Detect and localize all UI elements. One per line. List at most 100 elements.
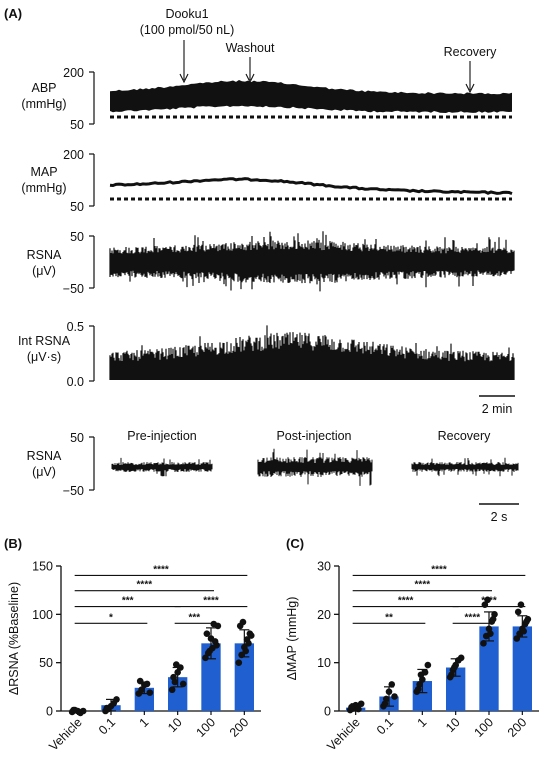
data-point xyxy=(209,644,216,652)
y-tick-label: 0 xyxy=(324,705,331,719)
y-tick-label: 0 xyxy=(46,705,53,719)
data-point xyxy=(168,686,176,694)
data-point xyxy=(448,671,455,679)
data-point xyxy=(245,640,252,647)
int-rsna-label-line2: (μV·s) xyxy=(27,350,61,364)
data-point xyxy=(355,705,362,713)
data-point xyxy=(385,688,393,695)
map-tick-top: 200 xyxy=(63,148,84,162)
y-axis-label: ΔRSNA (%Baseline) xyxy=(7,582,21,695)
map-waveform xyxy=(109,177,513,196)
data-point xyxy=(174,669,181,676)
segment-label-pre-injection: Pre-injection xyxy=(127,429,197,443)
rsna-waveform xyxy=(109,231,515,292)
x-tick-label: 100 xyxy=(193,715,218,740)
data-point xyxy=(79,707,87,715)
x-tick-label: 0.1 xyxy=(374,715,396,737)
short-rsna-tick-bottom: −50 xyxy=(63,484,84,498)
x-tick-label: 0.1 xyxy=(96,715,118,737)
significance-label: *** xyxy=(122,596,134,607)
int-rsna-bars xyxy=(109,325,515,380)
abp-tick-bottom: 50 xyxy=(70,118,84,132)
map-tick-bottom: 50 xyxy=(70,200,84,214)
data-point xyxy=(143,680,151,688)
data-point xyxy=(480,640,487,647)
segment-wave-pre-injection xyxy=(111,457,213,477)
y-tick-label: 50 xyxy=(39,656,53,670)
short-rsna-panel: RSNA (μV) 50 −50 Pre-injection Post-inje… xyxy=(27,429,519,498)
y-axis-label: ΔMAP (mmHg) xyxy=(285,597,299,681)
segment-wave-post-injection xyxy=(257,448,373,486)
x-tick-label: 200 xyxy=(227,715,252,740)
int-rsna-waveform xyxy=(109,325,515,380)
injection-label-line2: (100 pmol/50 nL) xyxy=(140,23,235,37)
short-rsna-tick-top: 50 xyxy=(70,431,84,445)
time-scale-label-2min: 2 min xyxy=(482,402,513,416)
data-point xyxy=(235,659,243,666)
y-tick-label: 10 xyxy=(317,656,331,670)
significance-label: **** xyxy=(153,564,169,575)
significance-label: ** xyxy=(385,612,393,623)
injection-arrow-head xyxy=(179,73,189,84)
panel-c-label: (C) xyxy=(286,536,304,551)
short-rsna-label-line2: (μV) xyxy=(32,465,56,479)
x-tick-label: 1 xyxy=(415,715,430,730)
bar xyxy=(479,626,499,711)
data-point xyxy=(487,630,494,637)
data-point xyxy=(348,703,355,711)
data-point xyxy=(381,700,389,708)
segment-label-recovery: Recovery xyxy=(438,429,492,443)
abp-label-line1: ABP xyxy=(31,81,56,95)
map-label-line2: (mmHg) xyxy=(21,181,66,195)
segment-wave-recovery xyxy=(411,457,519,477)
data-point xyxy=(450,664,458,671)
y-tick-label: 100 xyxy=(32,608,53,622)
significance-label: **** xyxy=(481,596,497,607)
data-point xyxy=(211,638,219,645)
significance-label: **** xyxy=(415,580,431,591)
data-point xyxy=(388,681,396,688)
data-point xyxy=(489,615,497,623)
rsna-tick-top: 50 xyxy=(70,230,84,244)
rsna-label-line1: RSNA xyxy=(27,248,62,262)
y-tick-label: 20 xyxy=(317,608,331,622)
data-point xyxy=(457,654,465,662)
data-point xyxy=(203,630,211,637)
data-point xyxy=(238,651,245,659)
time-scale-label-2s: 2 s xyxy=(491,510,508,524)
data-point xyxy=(514,608,522,616)
data-point xyxy=(357,700,365,708)
data-point xyxy=(513,635,521,642)
map-label-line1: MAP xyxy=(30,165,57,179)
y-tick-label: 150 xyxy=(32,560,53,574)
significance-label: **** xyxy=(398,596,414,607)
injection-label-line1: Dooku1 xyxy=(165,7,208,21)
rsna-noise xyxy=(109,231,515,292)
segment-label-post-injection: Post-injection xyxy=(276,429,351,443)
abp-tick-top: 200 xyxy=(63,66,84,80)
washout-label: Washout xyxy=(226,41,275,55)
significance-label: * xyxy=(109,612,113,623)
significance-label: **** xyxy=(203,596,219,607)
data-point xyxy=(138,686,145,694)
abp-label-line2: (mmHg) xyxy=(21,97,66,111)
data-point xyxy=(136,677,144,685)
x-tick-label: 200 xyxy=(505,715,530,740)
int-rsna-label-line1: Int RSNA xyxy=(18,334,71,348)
panel-b-label: (B) xyxy=(4,536,22,551)
data-point xyxy=(247,632,255,639)
significance-label: **** xyxy=(465,612,481,623)
x-tick-label: 10 xyxy=(165,715,185,735)
significance-label: *** xyxy=(188,612,200,623)
data-point xyxy=(172,661,180,668)
data-point xyxy=(214,622,222,630)
data-point xyxy=(103,704,111,712)
data-point xyxy=(113,696,120,703)
data-point xyxy=(179,680,187,688)
significance-label: **** xyxy=(431,564,447,575)
rsna-tick-bottom: −50 xyxy=(63,282,84,296)
rsna-label-line2: (μV) xyxy=(32,264,56,278)
bar xyxy=(512,626,532,711)
